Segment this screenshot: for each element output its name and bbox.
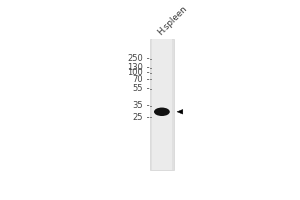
Text: H.spleen: H.spleen	[155, 4, 188, 37]
Text: -: -	[144, 54, 149, 63]
Ellipse shape	[154, 108, 170, 116]
Bar	[150, 39, 173, 170]
Polygon shape	[177, 109, 183, 114]
Text: 35: 35	[133, 101, 143, 110]
Text: 55: 55	[133, 84, 143, 93]
Bar	[152, 39, 172, 170]
Text: -: -	[144, 68, 149, 77]
Text: -: -	[144, 63, 149, 72]
Text: 250: 250	[128, 54, 143, 63]
Text: -: -	[144, 75, 149, 84]
Text: -: -	[144, 84, 149, 93]
Text: -: -	[144, 101, 149, 110]
Text: 25: 25	[133, 113, 143, 122]
Text: 100: 100	[128, 68, 143, 77]
Text: -: -	[144, 113, 149, 122]
Text: 70: 70	[133, 75, 143, 84]
Text: 130: 130	[128, 63, 143, 72]
